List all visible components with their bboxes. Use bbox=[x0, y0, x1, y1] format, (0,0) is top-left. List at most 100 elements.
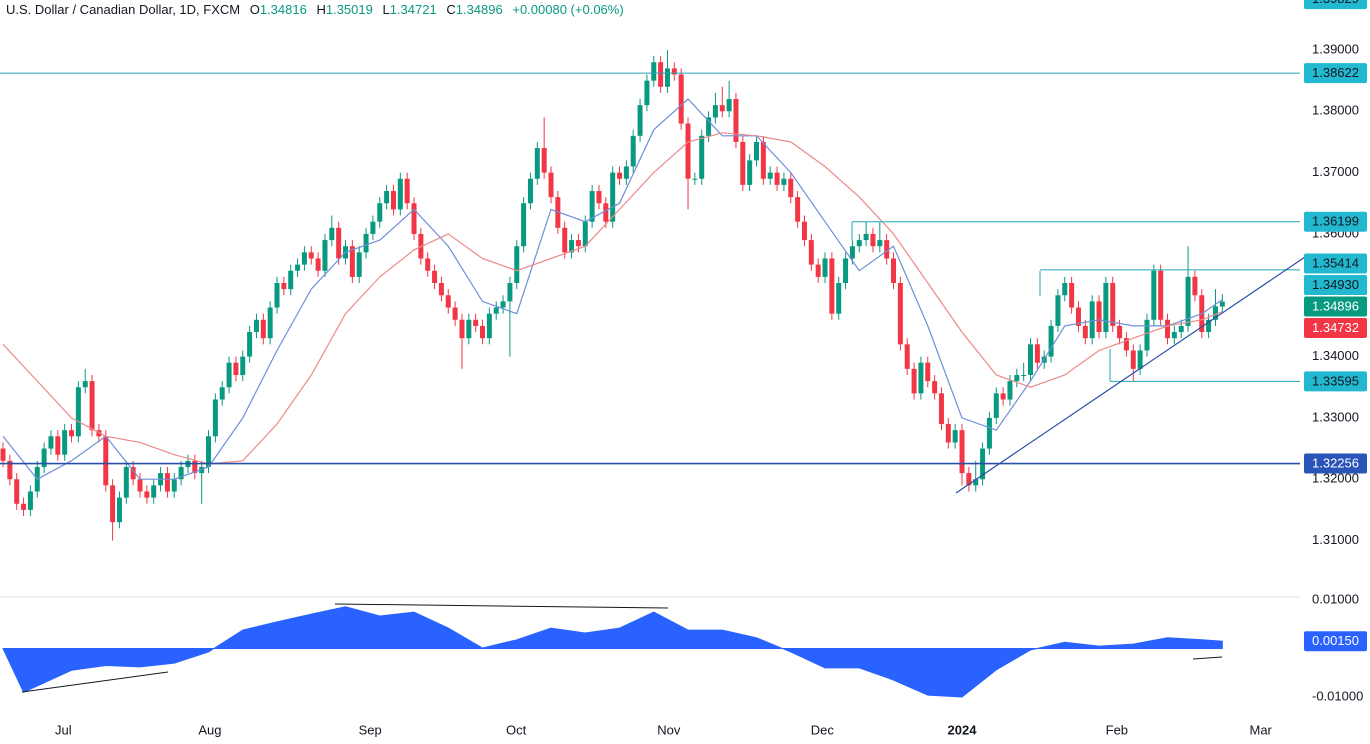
candle-body bbox=[233, 362, 239, 375]
candle-body bbox=[384, 191, 390, 204]
candle-body bbox=[69, 430, 75, 437]
candle-body bbox=[315, 258, 321, 271]
candle-body bbox=[925, 362, 931, 382]
candle-body bbox=[1171, 332, 1177, 339]
candle-body bbox=[733, 99, 739, 142]
ohlc-value: 1.34816 bbox=[259, 2, 307, 17]
candle-body bbox=[1034, 344, 1040, 363]
candle-body bbox=[1028, 344, 1034, 375]
indicator-label: 0.00150 bbox=[1312, 633, 1359, 648]
candle-body bbox=[1165, 319, 1171, 339]
candle-body bbox=[356, 252, 362, 277]
candle-body bbox=[445, 295, 451, 308]
price-label: 1.34732 bbox=[1312, 320, 1359, 335]
candle-body bbox=[336, 227, 342, 259]
candle-body bbox=[562, 227, 568, 253]
candle-body bbox=[767, 172, 773, 179]
candle-body bbox=[623, 166, 629, 179]
x-tick-label: Feb bbox=[1106, 722, 1128, 737]
price-label-box bbox=[1304, 253, 1367, 274]
candle-body bbox=[938, 393, 944, 425]
candle-body bbox=[500, 301, 506, 308]
candle-body bbox=[891, 258, 897, 283]
candle-body bbox=[178, 466, 184, 480]
candle-body bbox=[897, 282, 903, 345]
candle-body bbox=[123, 466, 129, 498]
candle-body bbox=[521, 203, 527, 247]
candle-body bbox=[219, 387, 225, 400]
candle-body bbox=[1062, 282, 1068, 296]
plot-layer bbox=[0, 49, 1300, 698]
candle-body bbox=[1089, 301, 1095, 339]
candle-body bbox=[651, 62, 657, 81]
candle-body bbox=[281, 282, 287, 290]
candle-body bbox=[795, 197, 801, 222]
candle-body bbox=[706, 117, 712, 136]
candle-body bbox=[993, 393, 999, 418]
candle-body bbox=[363, 233, 369, 253]
candle-body bbox=[945, 424, 951, 443]
divergence-line bbox=[334, 603, 669, 609]
price-label-box bbox=[1304, 317, 1367, 338]
candle-body bbox=[788, 178, 794, 198]
y-tick-label: 1.32000 bbox=[1312, 471, 1359, 486]
candle-body bbox=[1082, 325, 1088, 339]
candle-body bbox=[322, 240, 328, 271]
candle-body bbox=[904, 344, 910, 369]
candle-body bbox=[288, 270, 294, 290]
candle-body bbox=[171, 479, 177, 492]
candle-body bbox=[514, 246, 520, 283]
price-label: 1.35414 bbox=[1312, 255, 1359, 270]
candle-body bbox=[527, 178, 533, 204]
candle-body bbox=[596, 191, 602, 204]
candle-body bbox=[404, 178, 410, 204]
x-tick-label: Nov bbox=[657, 722, 681, 737]
y-tick-label: 1.37000 bbox=[1312, 164, 1359, 179]
symbol-title: U.S. Dollar / Canadian Dollar, 1D, FXCM bbox=[6, 2, 241, 17]
x-tick-label: Oct bbox=[506, 722, 527, 737]
candle-body bbox=[377, 203, 383, 222]
candle-body bbox=[664, 68, 670, 87]
candle-body bbox=[740, 141, 746, 185]
price-label-box bbox=[1304, 274, 1367, 295]
candle-body bbox=[27, 491, 33, 510]
candle-body bbox=[21, 503, 27, 510]
axis-layer: Jul Aug Sep Oct Nov Dec 2024 Feb Mar 1.39000 1.380… bbox=[55, 0, 1367, 737]
ohlc-value: 1.35019 bbox=[325, 2, 373, 17]
y-tick-label: 1.38000 bbox=[1312, 103, 1359, 118]
candle-body bbox=[1096, 301, 1102, 333]
candle-body bbox=[130, 466, 136, 480]
candle-body bbox=[425, 258, 431, 271]
ohlc-key: H bbox=[316, 2, 326, 17]
ohlc-key: O bbox=[249, 2, 260, 17]
candle-body bbox=[1144, 319, 1150, 351]
candle-body bbox=[843, 258, 849, 283]
candle-body bbox=[226, 362, 232, 388]
candle-body bbox=[151, 485, 157, 498]
change-value: +0.00080 (+0.06%) bbox=[512, 2, 624, 17]
candle-body bbox=[603, 203, 609, 222]
candle-body bbox=[75, 387, 81, 437]
candle-body bbox=[390, 191, 396, 210]
candle-body bbox=[877, 240, 883, 247]
candle-body bbox=[986, 417, 992, 449]
candle-body bbox=[932, 381, 938, 394]
candle-body bbox=[1137, 350, 1143, 369]
price-label-box bbox=[1304, 296, 1367, 317]
candle-body bbox=[1123, 338, 1129, 351]
candle-body bbox=[466, 319, 472, 339]
candle-body bbox=[240, 356, 246, 375]
candle-body bbox=[801, 221, 807, 241]
y-tick-label: 1.31000 bbox=[1312, 532, 1359, 547]
candle-body bbox=[569, 240, 575, 253]
price-label-box bbox=[1304, 0, 1367, 10]
candle-body bbox=[959, 430, 965, 474]
candle-body bbox=[206, 436, 212, 467]
candle-body bbox=[432, 270, 438, 283]
price-label-box bbox=[1304, 453, 1367, 474]
divergence-line bbox=[21, 671, 169, 693]
candle-body bbox=[870, 233, 876, 247]
candle-body bbox=[1130, 350, 1136, 369]
price-label-box bbox=[1304, 211, 1367, 232]
